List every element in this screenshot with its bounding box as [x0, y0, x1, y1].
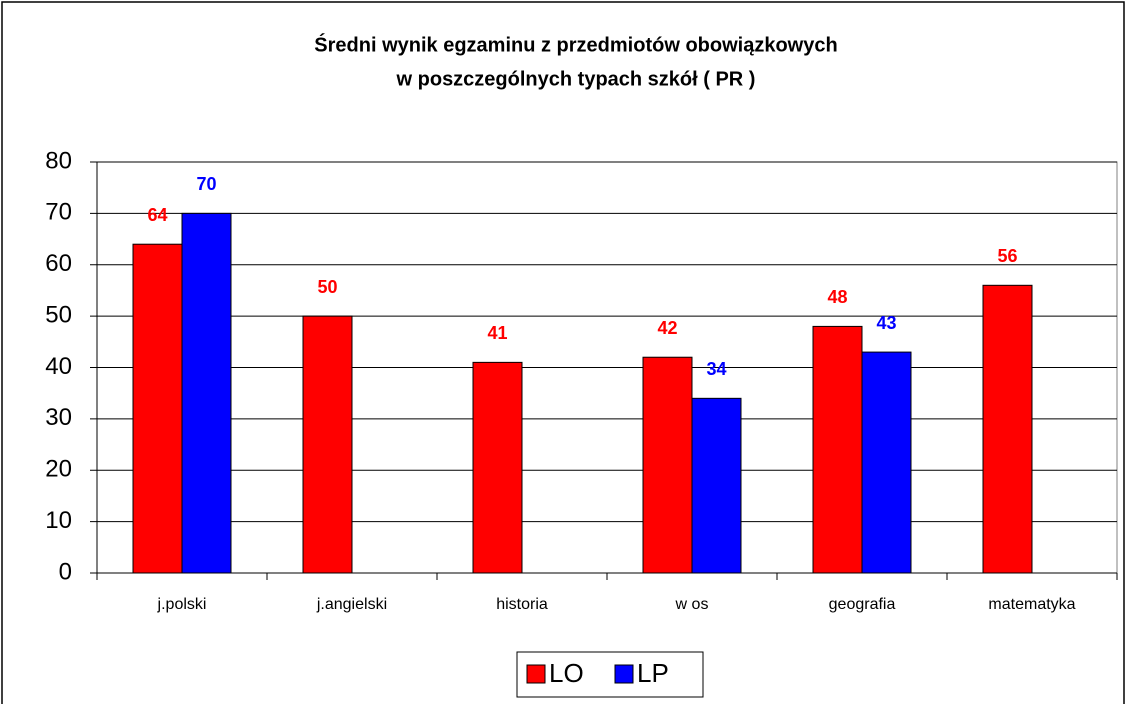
y-tick-label: 0 [59, 558, 72, 585]
value-label: 43 [876, 313, 896, 333]
bar [472, 361, 523, 574]
y-tick-label: 40 [45, 353, 72, 380]
value-label: 50 [317, 277, 337, 297]
x-tick-label: matematyka [988, 596, 1075, 613]
value-label: 48 [827, 287, 847, 307]
bar [302, 315, 353, 574]
y-tick-label: 20 [45, 456, 72, 483]
legend-swatch [526, 664, 546, 684]
x-tick-label: j.angielski [316, 596, 387, 613]
legend-box [516, 651, 704, 698]
y-tick-label: 60 [45, 250, 72, 277]
x-tick-label: w os [675, 596, 709, 613]
legend-label: LP [637, 658, 669, 688]
value-label: 42 [657, 318, 677, 338]
bar [642, 356, 693, 574]
value-label: 64 [147, 205, 167, 225]
bar [691, 397, 742, 574]
legend-label: LO [549, 658, 584, 688]
y-tick-label: 50 [45, 301, 72, 328]
x-tick-label: geografia [829, 596, 896, 613]
value-label: 34 [706, 359, 726, 379]
value-label: 70 [196, 174, 216, 194]
y-tick-label: 70 [45, 199, 72, 226]
bar [812, 325, 863, 574]
x-tick-label: historia [496, 596, 548, 613]
bar [181, 212, 232, 574]
legend-swatch [614, 664, 634, 684]
bar [982, 284, 1033, 574]
bar [861, 351, 912, 574]
y-tick-label: 10 [45, 507, 72, 534]
value-label: 56 [997, 246, 1017, 266]
y-tick-label: 30 [45, 404, 72, 431]
chart-title: w poszczególnych typach szkół ( PR ) [396, 68, 756, 90]
bar [132, 243, 183, 574]
x-tick-label: j.polski [157, 596, 207, 613]
chart-title: Średni wynik egzaminu z przedmiotów obow… [314, 32, 837, 56]
value-label: 41 [487, 323, 507, 343]
y-tick-label: 80 [45, 147, 72, 174]
